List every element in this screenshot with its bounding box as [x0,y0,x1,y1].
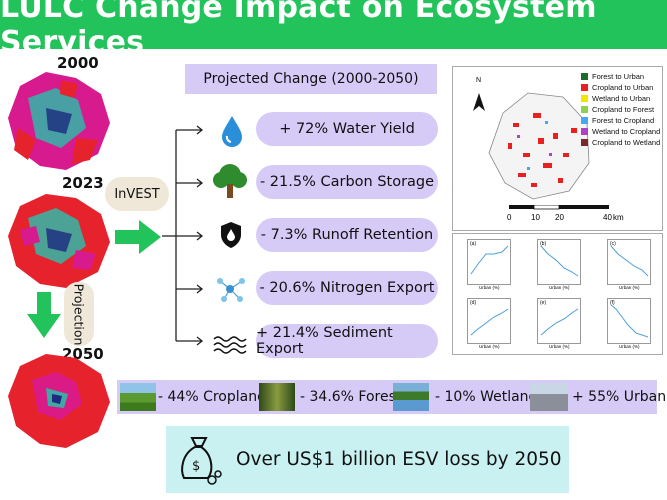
scale-label-0: 0 [507,213,512,222]
map-legend: Forest to Urban Cropland to Urban Wetlan… [581,71,660,148]
scale-label-20: 20 [555,213,564,222]
mini-plots-panel: (a) (b) (c) (d) (e) (f) Urban (%) Urban … [452,233,663,355]
forest-photo [259,383,295,411]
mini-plot-c: (c) [607,239,651,285]
molecule-icon [217,278,245,302]
mini-plot-f: (f) [607,298,651,344]
mini-plot-d: (d) [467,298,511,344]
invest-label: InVEST [105,177,169,211]
invest-arrow-icon [115,220,161,254]
lulc-map-2050 [8,354,110,448]
legend-item: Wetland to Cropland [581,126,660,137]
mini-xlabel: Urban (%) [549,344,570,349]
wetland-photo [393,383,429,411]
projection-label-box: Projection [64,282,94,346]
esv-loss-box: $ Over US$1 billion ESV loss by 2050 [166,426,569,493]
legend-item: Cropland to Forest [581,104,660,115]
legend-item: Cropland to Wetland [581,137,660,148]
lulc-map-2000 [8,72,110,170]
legend-item: Cropland to Urban [581,82,660,93]
mini-xlabel: Urban (%) [479,285,500,290]
legend-item: Forest to Cropland [581,115,660,126]
mini-xlabel: Urban (%) [619,344,640,349]
scale-label-km: km [613,213,624,222]
mini-plot-b: (b) [537,239,581,285]
svg-text:$: $ [192,459,200,474]
scale-label-40: 40 [603,213,612,222]
cropland-photo [120,383,156,411]
service-sediment-export: + 21.4% Sediment Export [256,324,438,358]
service-runoff-retention: - 7.3% Runoff Retention [256,218,438,252]
change-map [488,92,590,200]
lulc-map-2023 [8,194,110,288]
service-bracket [162,125,204,346]
service-carbon-storage: - 21.5% Carbon Storage [256,165,438,199]
water-drop-icon [222,116,242,147]
mini-plot-e: (e) [537,298,581,344]
mini-xlabel: Urban (%) [479,344,500,349]
mini-xlabel: Urban (%) [619,285,640,290]
projection-arrow-icon [27,292,61,338]
year-label-2000: 2000 [57,54,99,72]
lulc-change-strip: - 44% Cropland - 34.6% Forest - 10% Wetl… [117,380,666,414]
waves-icon [213,336,247,354]
shield-drop-icon [221,222,241,248]
service-nitrogen-export: - 20.6% Nitrogen Export [256,271,438,305]
scale-bar [509,205,609,210]
year-label-2023: 2023 [62,174,104,192]
service-water-yield: + 72% Water Yield [256,112,438,146]
page-title: LULC Change Impact on Ecosystem Services [0,0,667,60]
mini-plot-a: (a) [467,239,511,285]
lulc-urban: + 55% Urban [572,389,667,405]
lulc-forest: - 34.6% Forest [300,389,402,405]
esv-loss-text: Over US$1 billion ESV loss by 2050 [236,449,562,470]
lulc-cropland: - 44% Cropland [158,389,266,405]
money-bag-icon: $ [181,436,222,485]
scale-label-10: 10 [531,213,540,222]
legend-item: Forest to Urban [581,71,660,82]
north-label: N [476,77,482,84]
projection-label: Projection [71,283,87,345]
legend-item: Wetland to Urban [581,93,660,104]
change-map-panel: N Forest to Urban Cropland to Urban Wetl… [452,66,663,231]
urban-photo [530,383,568,411]
projected-change-header: Projected Change (2000-2050) [185,64,437,94]
lulc-wetland: - 10% Wetland [435,389,538,405]
tree-icon [213,164,247,198]
mini-xlabel: Urban (%) [549,285,570,290]
north-arrow-icon [473,93,485,111]
